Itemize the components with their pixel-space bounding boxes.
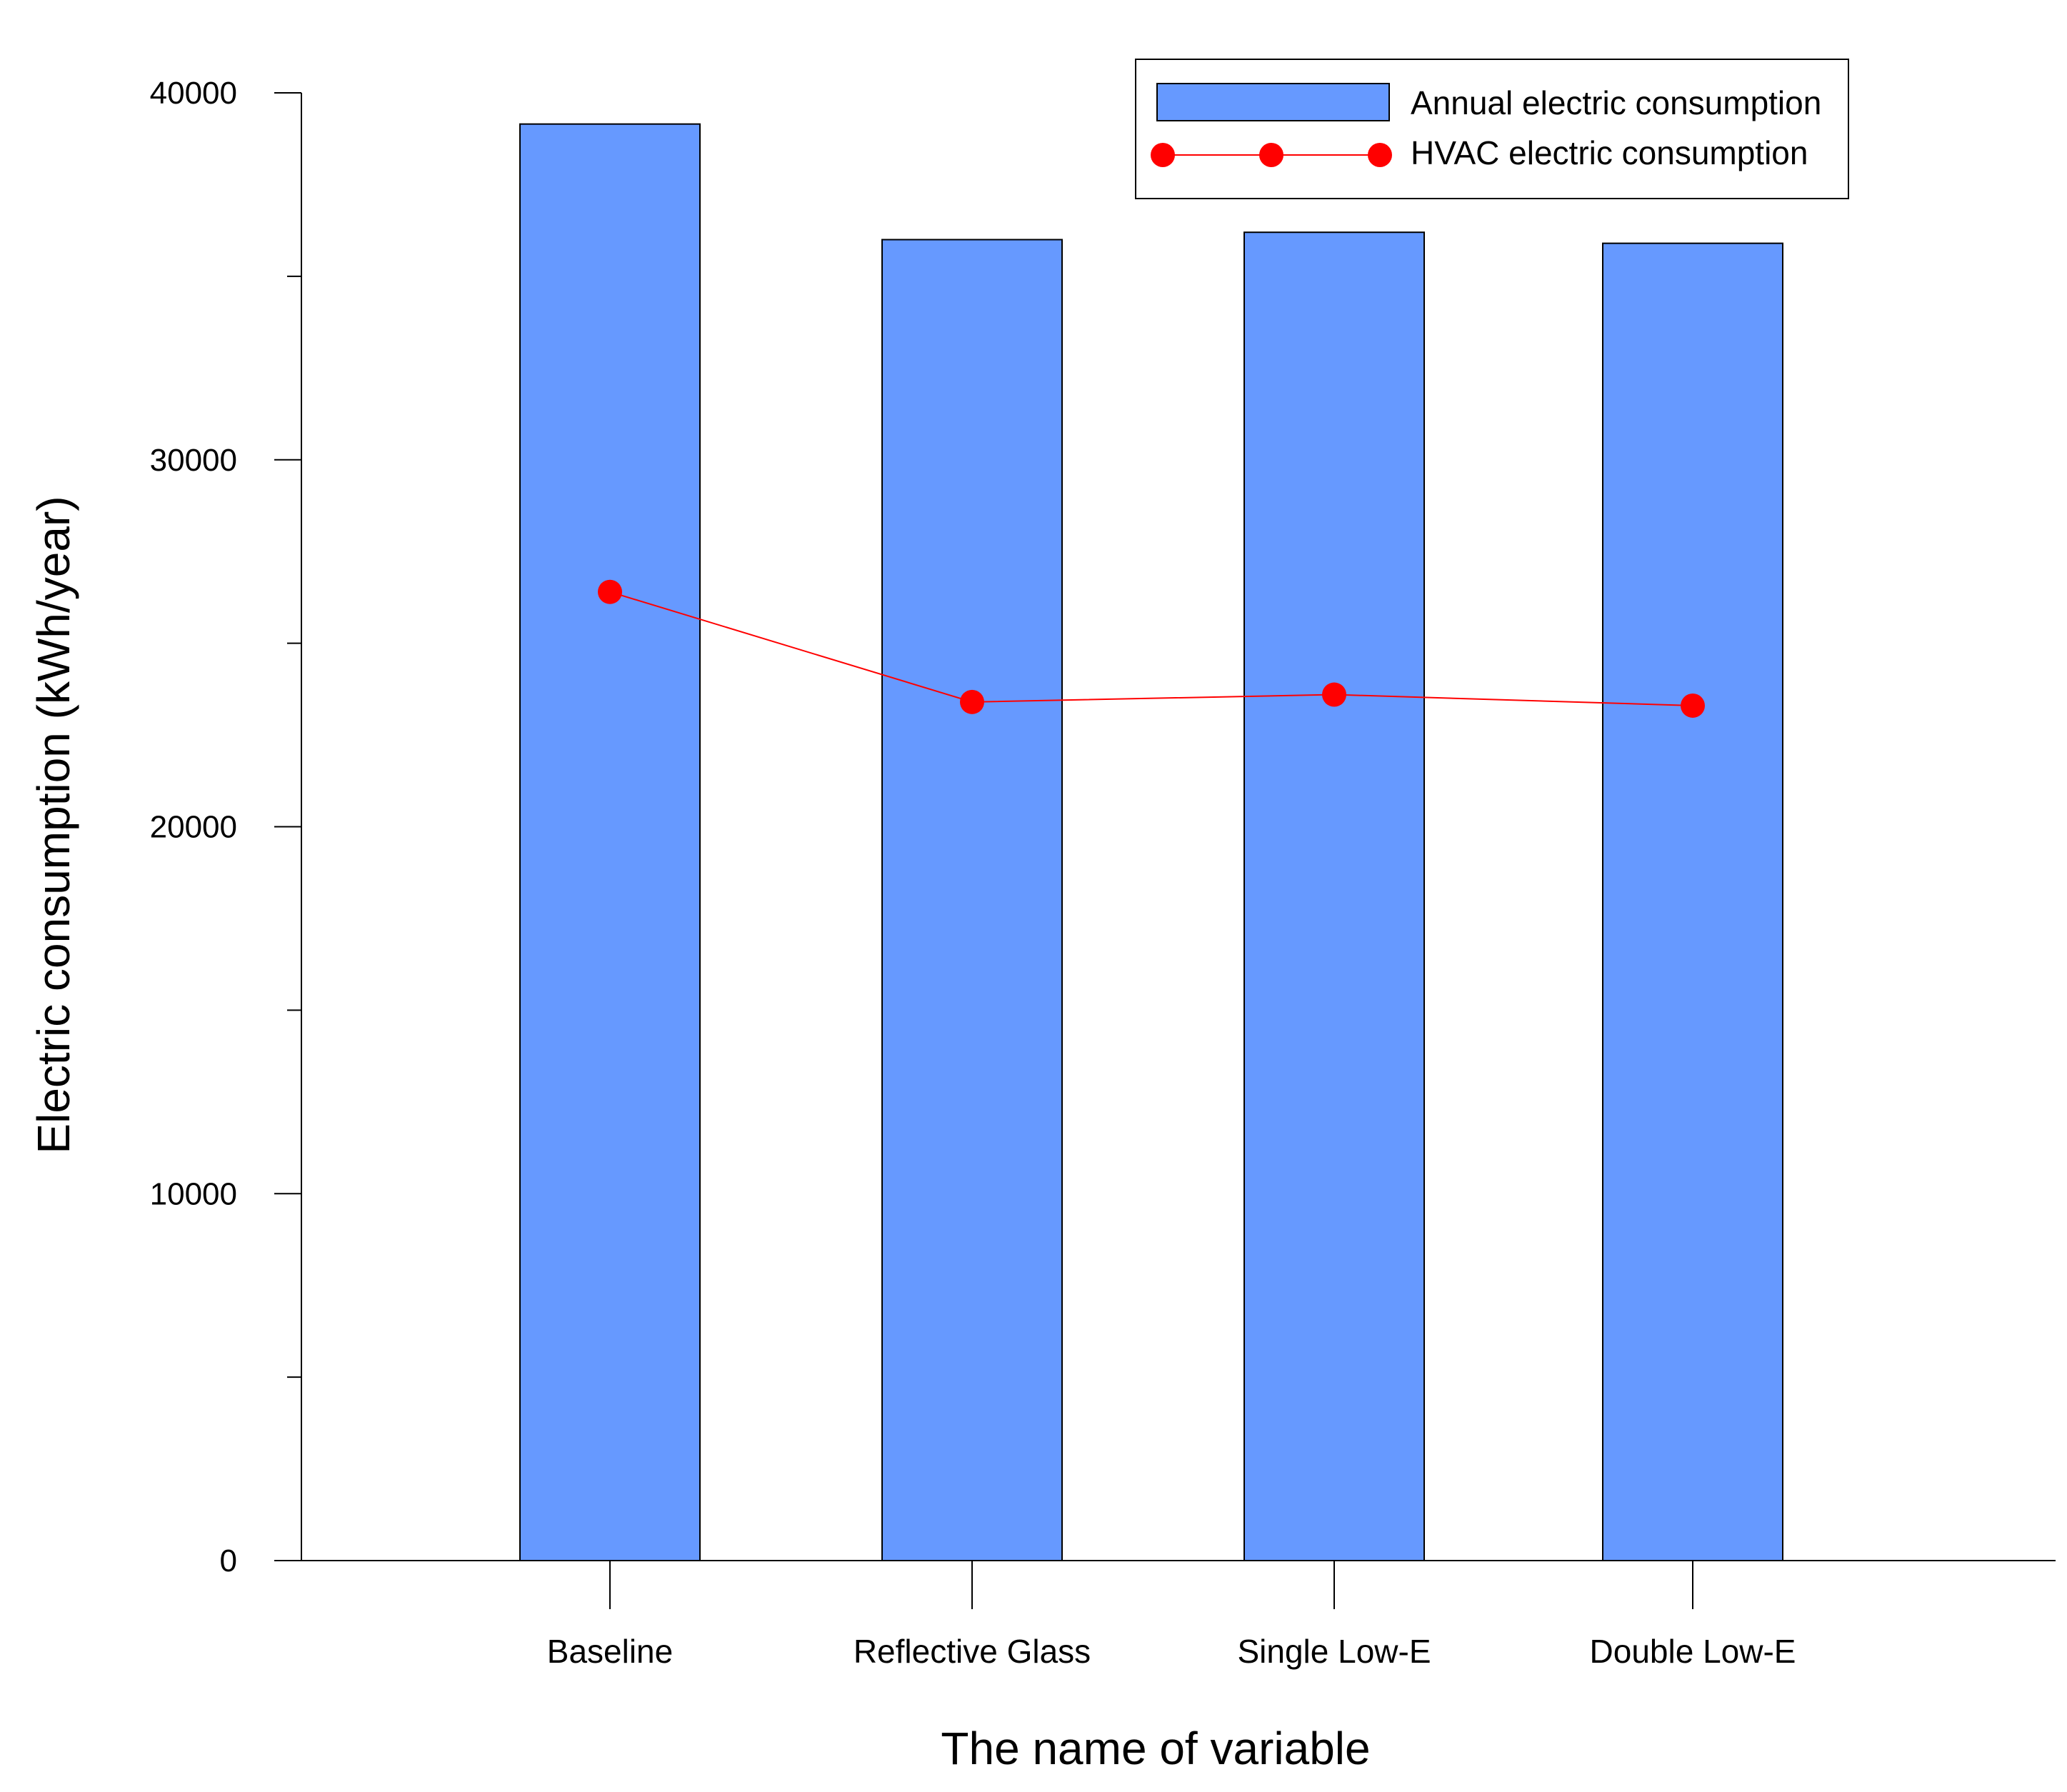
legend-marker-1 (1259, 143, 1283, 167)
x-tick-label: Single Low-E (1237, 1633, 1431, 1670)
y-axis: 0 10000 20000 30000 40000 (150, 76, 302, 1578)
x-tick-label: Double Low-E (1590, 1633, 1796, 1670)
legend-box (1135, 59, 1849, 199)
y-axis-title: Electric consumption (kWh/year) (28, 496, 79, 1153)
y-tick-label: 20000 (150, 810, 237, 845)
hvac-line (609, 591, 1693, 706)
y-tick-label: 10000 (150, 1176, 237, 1211)
hvac-point-0 (598, 579, 622, 604)
bar-annual-0 (519, 123, 701, 1562)
x-axis: Baseline Reflective Glass Single Low-E Doub… (301, 1560, 2056, 1670)
x-tick-label: Baseline (547, 1633, 673, 1670)
line-series (598, 579, 1705, 718)
y-tick-label: 40000 (150, 76, 237, 111)
x-tick-label: Reflective Glass (854, 1633, 1091, 1670)
bar-series (519, 123, 1783, 1562)
bar-annual-2 (1243, 231, 1425, 1562)
hvac-point-1 (960, 689, 984, 714)
hvac-point-2 (1322, 682, 1346, 707)
legend-line-swatch (1151, 143, 1392, 167)
legend-label-annual: Annual electric consumption (1411, 84, 1821, 121)
hvac-point-3 (1681, 693, 1705, 718)
y-tick-label: 0 (220, 1543, 237, 1578)
y-tick-label: 30000 (150, 443, 237, 478)
legend-marker-2 (1368, 143, 1392, 167)
legend: Annual electric consumption HVAC electri… (1135, 59, 1849, 199)
legend-marker-0 (1151, 143, 1175, 167)
bar-annual-3 (1602, 242, 1783, 1562)
legend-bar-swatch (1156, 83, 1390, 121)
x-axis-title: The name of variable (941, 1723, 1370, 1774)
legend-label-hvac: HVAC electric consumption (1411, 134, 1808, 171)
bar-annual-1 (881, 239, 1063, 1561)
